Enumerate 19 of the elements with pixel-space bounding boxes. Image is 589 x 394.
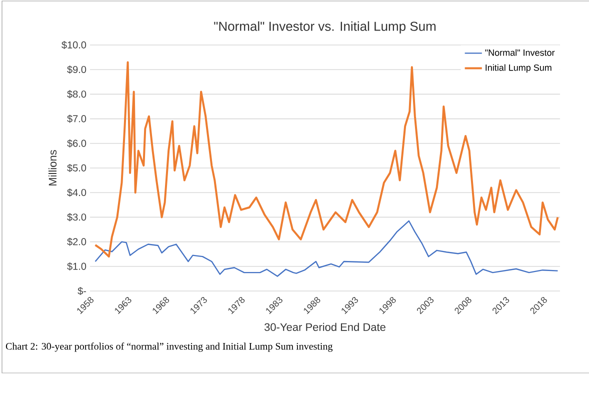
y-tick-label: $6.0 [67, 139, 86, 148]
y-tick-label: $- [78, 286, 86, 296]
y-tick-label: $7.0 [67, 114, 86, 123]
y-tick-label: $3.0 [67, 213, 86, 222]
y-axis-title: Millions [48, 150, 57, 186]
y-tick-label: $4.0 [67, 188, 86, 197]
y-tick-label: $1.0 [67, 262, 86, 270]
y-tick-label: $5.0 [67, 164, 86, 172]
y-tick-label: $10.0 [62, 40, 86, 50]
chart-title: "Normal" Investor vs. Initial Lump Sum [214, 21, 436, 34]
legend-label: Initial Lump Sum [486, 64, 552, 73]
x-axis-title: 30-Year Period End Date [264, 322, 386, 331]
y-tick-label: $9.0 [67, 66, 86, 74]
line-series [94, 61, 559, 258]
y-tick-label: $2.0 [67, 238, 86, 246]
line-series [94, 220, 558, 277]
caption: Chart 2: 30-year portfolios of “normal” investing and Initial Lump Sum investing [6, 342, 333, 352]
y-tick-label: $8.0 [67, 90, 86, 98]
legend-label: "Normal" Investor [485, 49, 555, 56]
